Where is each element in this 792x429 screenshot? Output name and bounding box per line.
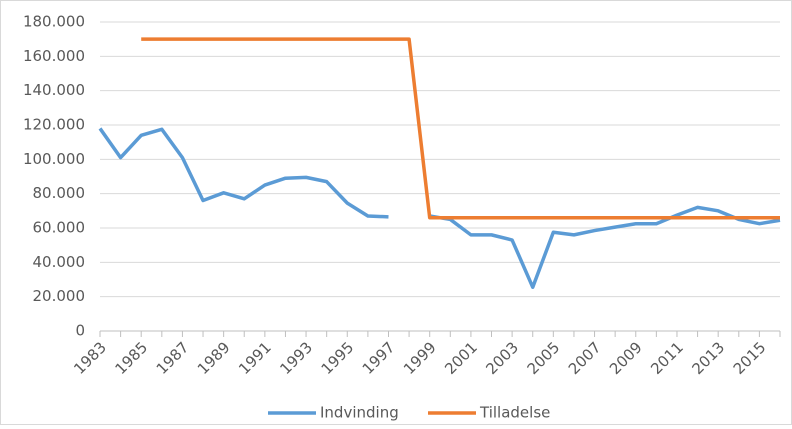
y-tick-label: 180.000: [23, 13, 85, 31]
y-tick-label: 60.000: [33, 219, 86, 237]
series-line: [141, 37, 780, 220]
y-tick-label: 160.000: [23, 47, 85, 65]
y-tick-label: 40.000: [33, 253, 86, 271]
y-tick-label: 120.000: [23, 116, 85, 134]
legend-label: Indvinding: [320, 404, 399, 422]
y-tick-label: 80.000: [33, 184, 86, 202]
series-line: [98, 127, 781, 289]
y-tick-label: 100.000: [23, 150, 85, 168]
legend-label: Tilladelse: [479, 404, 550, 422]
y-tick-label: 0: [75, 322, 85, 340]
y-tick-label: 140.000: [23, 81, 85, 99]
y-tick-label: 20.000: [33, 287, 86, 305]
